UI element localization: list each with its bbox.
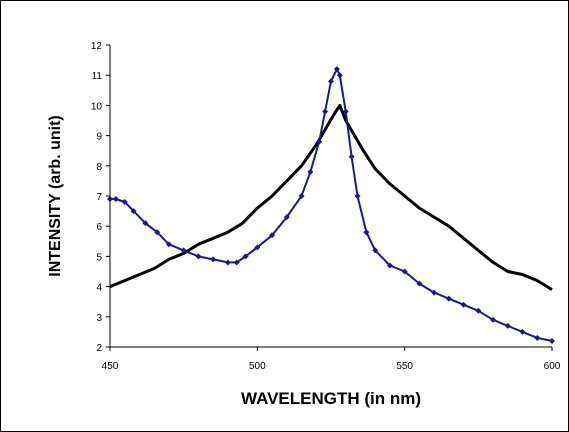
data-point <box>504 322 511 329</box>
y-tick-label: 12 <box>91 41 103 52</box>
data-point <box>322 108 329 115</box>
y-tick-label: 2 <box>96 343 102 354</box>
data-point <box>519 328 526 335</box>
x-tick-label: 450 <box>102 361 119 372</box>
data-point <box>112 196 119 203</box>
series-line-2 <box>110 68 553 342</box>
data-point <box>195 253 202 260</box>
data-point <box>283 214 290 221</box>
x-ticks: 450 500 550 600 <box>102 347 561 372</box>
data-point <box>348 153 355 160</box>
y-tick-label: 9 <box>96 132 102 143</box>
data-point <box>490 316 497 323</box>
data-point <box>316 138 323 145</box>
data-point <box>269 232 276 239</box>
y-ticks: 2 3 4 5 6 7 8 9 10 11 12 <box>91 41 110 354</box>
data-point <box>121 199 128 206</box>
data-point <box>333 66 340 73</box>
y-axis-title: INTENSITY (arb. unit) <box>47 115 64 276</box>
y-tick-label: 8 <box>96 162 102 173</box>
data-point <box>431 289 438 296</box>
data-point <box>254 244 261 251</box>
data-point <box>336 72 343 79</box>
data-point <box>307 168 314 175</box>
y-tick-label: 10 <box>91 101 103 112</box>
data-point <box>233 259 240 266</box>
data-point <box>549 337 555 344</box>
series-line-1 <box>109 103 553 291</box>
data-point <box>242 253 249 260</box>
data-point <box>180 247 187 254</box>
data-point <box>401 268 408 275</box>
data-point <box>154 229 161 236</box>
x-axis-title: WAVELENGTH (in nm) <box>241 389 421 408</box>
data-point <box>328 78 334 85</box>
series-markers-2 <box>107 66 555 344</box>
data-point <box>475 307 482 314</box>
data-point <box>210 256 217 263</box>
data-point <box>372 247 379 254</box>
data-point <box>534 334 541 341</box>
data-point <box>460 301 467 308</box>
data-point <box>165 241 172 248</box>
y-tick-label: 4 <box>96 283 102 294</box>
data-point <box>298 193 305 199</box>
y-tick-label: 3 <box>96 313 102 324</box>
data-point <box>354 193 361 199</box>
x-tick-label: 600 <box>544 361 561 372</box>
data-point <box>130 208 137 215</box>
data-point <box>416 280 423 287</box>
y-tick-label: 11 <box>92 71 103 82</box>
data-point <box>342 108 349 115</box>
y-tick-label: 5 <box>96 252 102 263</box>
x-tick-label: 550 <box>396 361 413 372</box>
series-layer <box>107 66 555 344</box>
data-point <box>224 259 231 266</box>
x-tick-label: 500 <box>249 361 266 372</box>
data-point <box>386 262 393 269</box>
y-tick-label: 6 <box>96 222 102 233</box>
y-tick-label: 7 <box>96 192 102 203</box>
data-point <box>445 295 452 302</box>
data-point <box>363 229 370 236</box>
data-point <box>142 220 149 227</box>
